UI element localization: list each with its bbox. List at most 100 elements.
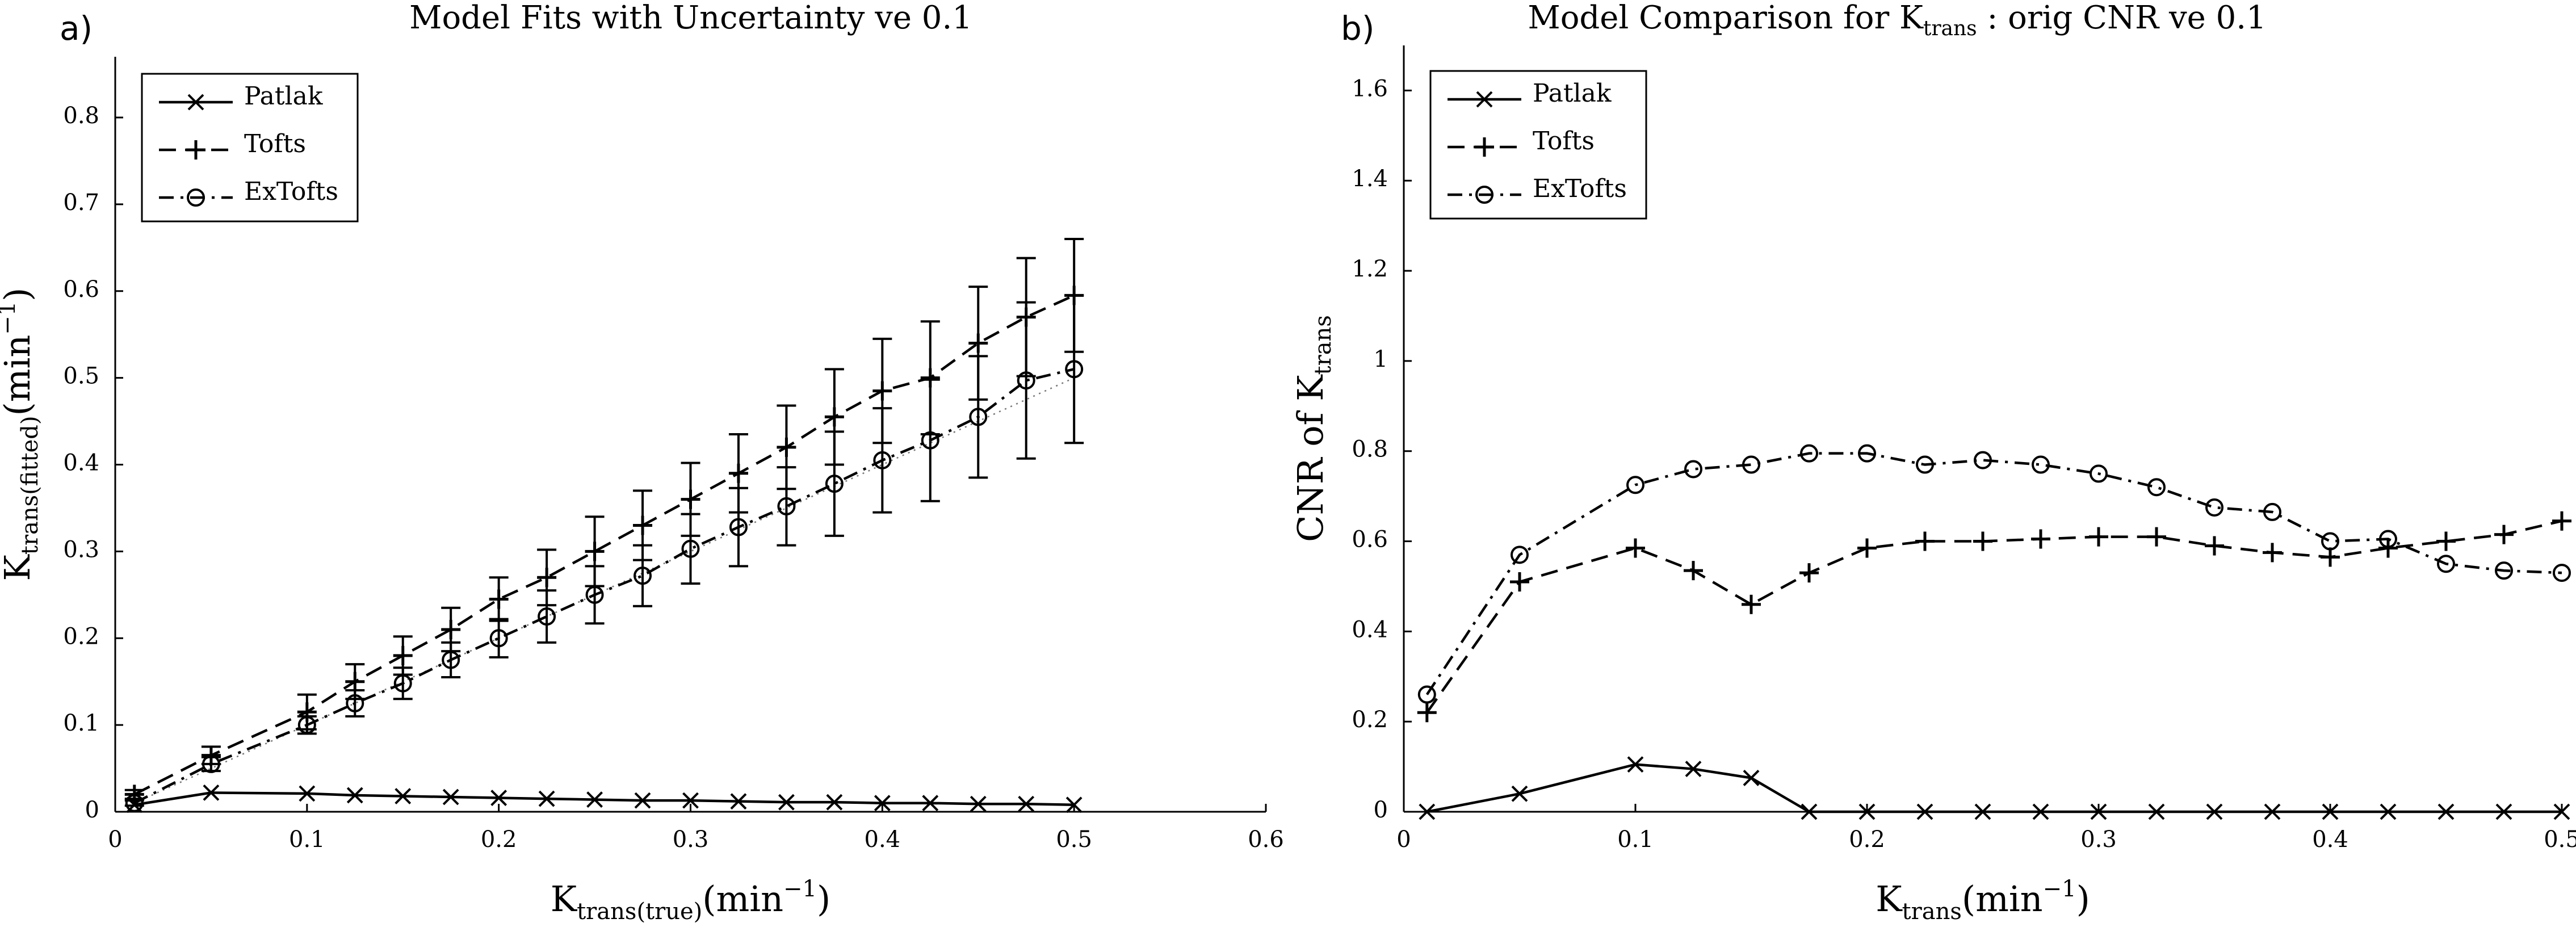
x-tick-label: 0.1 xyxy=(1617,827,1654,853)
series-line xyxy=(1427,763,2562,813)
x-tick-label: 0.5 xyxy=(1056,827,1092,853)
data-point xyxy=(2553,564,2571,582)
y-tick-label: 1 xyxy=(1374,346,1388,372)
data-point xyxy=(489,629,508,648)
legend-label: Tofts xyxy=(244,129,306,158)
data-point xyxy=(825,475,844,493)
data-point xyxy=(2206,803,2223,820)
data-point xyxy=(537,568,557,588)
data-point xyxy=(2263,502,2281,521)
data-point xyxy=(777,437,796,457)
y-tick-label: 0.8 xyxy=(63,103,99,129)
data-point xyxy=(1065,796,1083,813)
legend-marker xyxy=(1475,137,1494,157)
y-tick-label: 0.4 xyxy=(1352,616,1388,643)
y-axis-label: Ktrans(fitted)(min−1) xyxy=(0,288,43,581)
data-point xyxy=(1801,803,1818,820)
x-label-close: ) xyxy=(2076,878,2090,920)
data-point xyxy=(1626,538,1645,558)
data-point xyxy=(2552,511,2571,531)
data-point xyxy=(2032,803,2049,820)
y-label-subscript: trans xyxy=(1310,315,1336,375)
legend-marker xyxy=(187,188,205,207)
error-bar xyxy=(489,618,509,658)
y-tick-label: 0.7 xyxy=(63,190,99,216)
x-label-close: ) xyxy=(817,878,830,920)
title-text-rest: : orig CNR ve 0.1 xyxy=(1977,0,2267,36)
data-point xyxy=(1916,803,1933,820)
x-tick-label: 0.2 xyxy=(481,827,517,853)
legend-marker xyxy=(187,94,204,111)
data-point xyxy=(2090,803,2107,820)
data-point xyxy=(393,645,413,665)
data-point xyxy=(2264,803,2281,820)
x-label-subscript: trans(true) xyxy=(577,899,702,925)
chart-panel-b: b) Model Comparison for Ktrans : orig CNR… xyxy=(1290,0,2576,925)
data-point xyxy=(2322,803,2339,820)
data-point xyxy=(442,651,460,669)
data-point xyxy=(969,408,988,426)
x-label-main: K xyxy=(1876,878,1903,920)
error-bar xyxy=(968,355,988,479)
data-point xyxy=(2321,547,2340,567)
chart-title: Model Comparison for Ktrans : orig CNR v… xyxy=(1528,0,2266,40)
y-tick-label: 0.6 xyxy=(63,276,99,303)
data-point xyxy=(826,794,843,811)
data-point xyxy=(346,694,364,712)
y-tick-label: 0.3 xyxy=(63,536,99,563)
data-point xyxy=(922,795,939,812)
data-point xyxy=(681,539,700,558)
y-label-main: K xyxy=(0,553,38,581)
x-label-exponent: −1 xyxy=(2043,876,2076,902)
error-bar xyxy=(345,689,365,718)
data-point xyxy=(1974,451,1992,469)
data-point xyxy=(2380,803,2397,820)
data-point xyxy=(1685,761,1702,777)
data-point xyxy=(1858,803,1876,820)
data-point xyxy=(299,785,316,802)
legend: Patlak Tofts ExTofts xyxy=(141,73,359,223)
data-point xyxy=(1417,685,1436,704)
data-point xyxy=(346,787,363,804)
data-point xyxy=(2495,803,2512,820)
data-point xyxy=(1419,803,1436,820)
data-point xyxy=(2089,527,2108,547)
data-point xyxy=(633,515,653,535)
series-patlak xyxy=(126,784,1083,813)
data-point xyxy=(1973,531,1992,551)
error-bar xyxy=(681,513,700,585)
series-tofts xyxy=(124,238,1084,804)
data-point xyxy=(1018,795,1035,812)
data-point xyxy=(1017,371,1035,390)
y-tick-label: 0.4 xyxy=(63,450,99,476)
x-axis-label: Ktrans(min−1) xyxy=(1876,876,2090,925)
data-point xyxy=(2321,532,2339,551)
data-point xyxy=(2553,803,2570,820)
error-bar xyxy=(297,715,317,735)
y-label-main: CNR of K xyxy=(1290,374,1331,542)
data-point xyxy=(2437,555,2455,573)
data-point xyxy=(2147,478,2166,497)
x-tick-label: 0.3 xyxy=(673,827,709,853)
data-point xyxy=(586,791,603,808)
y-tick-label: 1.4 xyxy=(1352,166,1388,192)
x-label-exponent: −1 xyxy=(783,876,817,902)
series-tofts xyxy=(1417,511,2571,723)
data-point xyxy=(1510,572,1529,592)
data-point xyxy=(585,542,605,561)
title-subscript: trans xyxy=(1923,17,1977,40)
legend-marker xyxy=(186,140,205,160)
data-point xyxy=(1857,538,1877,558)
data-point xyxy=(489,589,509,609)
data-point xyxy=(2148,803,2165,820)
data-point xyxy=(1974,803,1991,820)
data-point xyxy=(970,795,987,812)
x-label-unit: (min xyxy=(1962,878,2043,920)
chart-title: Model Fits with Uncertainty ve 0.1 xyxy=(409,0,972,36)
error-bar xyxy=(920,378,940,502)
y-label-subscript: trans(fitted) xyxy=(17,416,43,555)
y-tick-label: 0.6 xyxy=(1352,527,1388,553)
data-point xyxy=(2379,530,2397,548)
legend-box xyxy=(141,73,359,223)
